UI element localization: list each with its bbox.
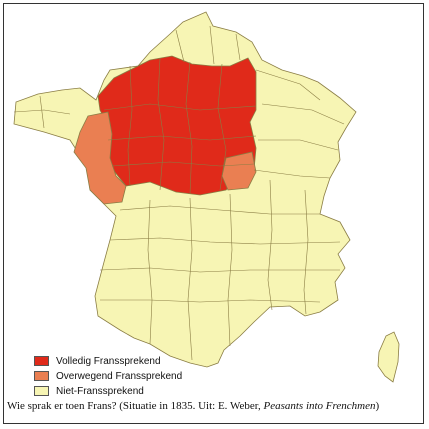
legend-label-full: Volledig Franssprekend	[56, 355, 161, 367]
legend-swatch-mostly	[34, 371, 49, 381]
caption-text: Wie sprak er toen Frans? (Situatie in 18…	[7, 400, 264, 412]
caption-close: )	[375, 400, 380, 412]
legend-label-none: Niet-Franssprekend	[56, 385, 144, 397]
legend-swatch-none	[34, 386, 49, 396]
legend-item-full: Volledig Franssprekend	[34, 354, 182, 368]
legend-item-mostly: Overwegend Franssprekend	[34, 369, 182, 383]
legend-item-none: Niet-Franssprekend	[34, 384, 182, 398]
legend: Volledig Franssprekend Overwegend Franss…	[34, 354, 182, 399]
legend-swatch-full	[34, 356, 49, 366]
caption-book-title: Peasants into Frenchmen	[263, 400, 376, 412]
region-mostly-french-west	[73, 111, 127, 205]
department-borders	[13, 25, 345, 361]
legend-label-mostly: Overwegend Franssprekend	[56, 370, 183, 382]
map-caption: Wie sprak er toen Frans? (Situatie in 18…	[7, 400, 379, 412]
region-fully-french	[97, 55, 257, 196]
corsica	[377, 331, 400, 383]
